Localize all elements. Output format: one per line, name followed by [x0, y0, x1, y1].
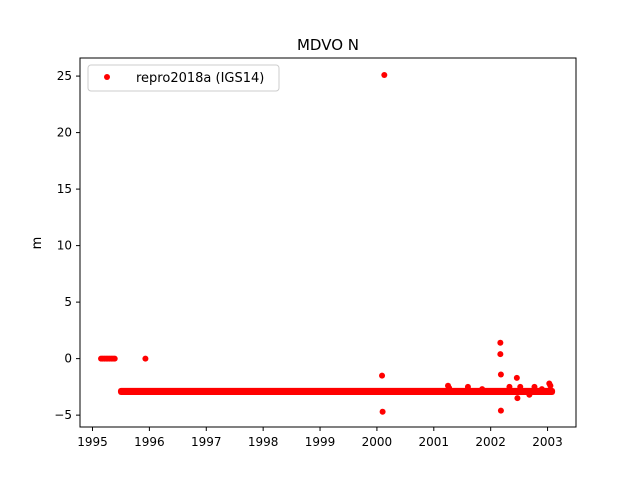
data-point: [526, 391, 533, 398]
x-tick-label: 1997: [191, 435, 222, 449]
y-tick-label: 0: [64, 352, 72, 366]
data-point: [531, 383, 538, 390]
x-tick-label: 1999: [305, 435, 336, 449]
data-point: [514, 395, 521, 402]
data-point: [446, 385, 453, 392]
legend: repro2018a (IGS14): [87, 64, 280, 92]
y-tick-label: 25: [57, 69, 72, 83]
x-tick-label: 1996: [134, 435, 165, 449]
data-point: [497, 407, 504, 414]
x-tick-label: 2001: [419, 435, 450, 449]
data-point: [379, 372, 386, 379]
x-tick-label: 2000: [362, 435, 393, 449]
data-point: [538, 386, 545, 393]
y-tick-label: −5: [54, 408, 72, 422]
data-point: [381, 71, 388, 78]
y-tick-label: 15: [57, 182, 72, 196]
legend-marker: [104, 74, 110, 80]
data-point: [517, 383, 524, 390]
legend-box: [87, 64, 280, 92]
x-tick-label: 2002: [475, 435, 506, 449]
data-point: [506, 383, 513, 390]
data-point: [497, 339, 504, 346]
chart-title: MDVO N: [297, 36, 359, 54]
data-point: [497, 351, 504, 358]
data-point: [464, 383, 471, 390]
y-tick-label: 5: [64, 295, 72, 309]
data-point: [513, 374, 520, 381]
y-tick-label: 10: [57, 239, 72, 253]
data-point: [497, 371, 504, 378]
plot-area-frame: [79, 57, 577, 428]
y-axis-label: m: [30, 237, 45, 250]
x-tick-label: 1998: [248, 435, 279, 449]
x-tick-label: 2003: [532, 435, 563, 449]
data-point: [379, 408, 386, 415]
data-point: [111, 355, 118, 362]
data-point: [547, 382, 554, 389]
data-point: [142, 355, 149, 362]
x-tick-label: 1995: [77, 435, 108, 449]
y-tick-label: 20: [57, 126, 72, 140]
dense-data-band: [117, 387, 556, 395]
data-point: [479, 386, 486, 393]
legend-label: repro2018a (IGS14): [136, 71, 264, 86]
